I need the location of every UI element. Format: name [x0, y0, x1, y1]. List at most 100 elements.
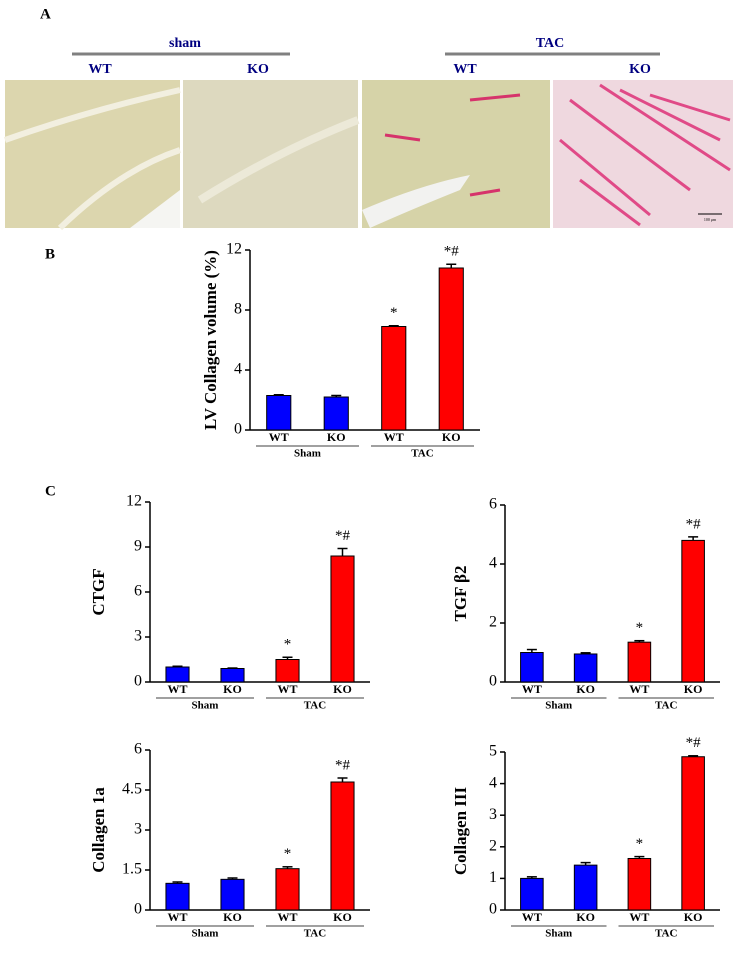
group-label: Sham — [192, 928, 219, 940]
bar — [165, 882, 190, 911]
y-tick-label: 3 — [489, 806, 497, 823]
image-detail — [559, 83, 731, 227]
column-label: KO — [247, 62, 269, 77]
x-tick-label: WT — [167, 682, 187, 696]
annotation: *# — [686, 735, 702, 751]
annotation: * — [636, 620, 644, 636]
image — [5, 80, 180, 228]
image-detail — [4, 87, 181, 231]
bar — [681, 756, 705, 911]
x-tick-label: WT — [269, 430, 289, 444]
y-tick-label: 1 — [489, 869, 497, 886]
image-detail — [130, 190, 180, 228]
image-detail — [384, 93, 521, 197]
group-label: sham — [169, 36, 201, 51]
annotation: * — [390, 305, 398, 321]
bar — [330, 781, 355, 911]
y-axis-label: Collagen 1a — [89, 787, 108, 873]
y-tick-label: 2 — [489, 614, 497, 631]
group-label: Sham — [294, 448, 321, 460]
panel-label: A — [40, 6, 51, 22]
bar — [627, 641, 652, 683]
group-label: TAC — [655, 928, 677, 940]
x-tick-label: KO — [576, 910, 595, 924]
y-tick-label: 5 — [489, 743, 497, 760]
x-tick-label: KO — [333, 682, 352, 696]
group-label: TAC — [411, 448, 433, 460]
y-tick-label: 4 — [234, 361, 242, 378]
group-label: TAC — [304, 928, 326, 940]
y-tick-label: 6 — [134, 741, 142, 758]
x-tick-label: WT — [629, 910, 649, 924]
x-tick-label: WT — [277, 910, 297, 924]
group-label: TAC — [536, 36, 565, 51]
bar — [438, 267, 464, 431]
x-tick-label: WT — [277, 682, 297, 696]
x-tick-label: WT — [384, 430, 404, 444]
panel-label: C — [45, 483, 56, 499]
column-label: KO — [629, 62, 651, 77]
annotation: *# — [335, 528, 351, 544]
bar — [627, 857, 652, 911]
y-tick-label: 4 — [489, 555, 497, 572]
y-tick-label: 3 — [134, 821, 142, 838]
y-tick-label: 2 — [489, 837, 497, 854]
y-tick-label: 0 — [134, 901, 142, 918]
annotation: *# — [444, 244, 460, 260]
bar — [573, 864, 598, 911]
x-tick-label: WT — [522, 910, 542, 924]
x-tick-label: KO — [684, 682, 703, 696]
bar — [520, 652, 544, 683]
bar — [165, 666, 190, 683]
bar — [220, 878, 245, 911]
column-label: WT — [88, 62, 112, 77]
annotation: * — [284, 846, 292, 862]
bar — [381, 326, 407, 431]
y-tick-label: 12 — [226, 241, 242, 258]
x-tick-label: WT — [522, 682, 542, 696]
panel-label: B — [45, 246, 55, 262]
y-tick-label: 8 — [234, 301, 242, 318]
bar — [573, 653, 598, 683]
image-detail — [362, 175, 470, 228]
x-tick-label: KO — [684, 910, 703, 924]
annotation: * — [284, 637, 292, 653]
x-tick-label: KO — [333, 910, 352, 924]
y-tick-label: 3 — [134, 628, 142, 645]
micrographs: 100 μm — [4, 80, 733, 231]
column-label: WT — [453, 62, 477, 77]
bar — [681, 539, 705, 683]
image-detail — [197, 116, 360, 204]
x-tick-label: KO — [223, 682, 242, 696]
group-label: Sham — [545, 928, 572, 940]
y-axis-label: Collagen III — [451, 786, 470, 875]
bar — [275, 868, 300, 911]
image — [183, 80, 358, 228]
bar — [220, 668, 245, 683]
x-tick-label: WT — [629, 682, 649, 696]
x-tick-label: KO — [327, 430, 346, 444]
y-axis-label: TGF β2 — [451, 565, 470, 621]
group-label: Sham — [545, 700, 572, 712]
bar — [266, 395, 292, 431]
y-tick-label: 0 — [134, 673, 142, 690]
y-tick-label: 6 — [489, 496, 497, 513]
bar — [330, 555, 355, 683]
x-tick-label: WT — [167, 910, 187, 924]
y-tick-label: 4 — [489, 774, 497, 791]
y-tick-label: 1.5 — [122, 861, 142, 878]
y-tick-label: 12 — [126, 493, 142, 510]
bar — [323, 396, 349, 431]
group-label: Sham — [192, 700, 219, 712]
y-tick-label: 0 — [489, 901, 497, 918]
scale-bar-label: 100 μm — [704, 217, 717, 222]
x-tick-label: KO — [442, 430, 461, 444]
bar — [520, 877, 544, 911]
y-tick-label: 0 — [234, 421, 242, 438]
x-tick-label: KO — [576, 682, 595, 696]
annotation: *# — [686, 516, 702, 532]
group-label: TAC — [655, 700, 677, 712]
y-axis-label: CTGF — [89, 568, 108, 615]
bar — [275, 659, 300, 683]
